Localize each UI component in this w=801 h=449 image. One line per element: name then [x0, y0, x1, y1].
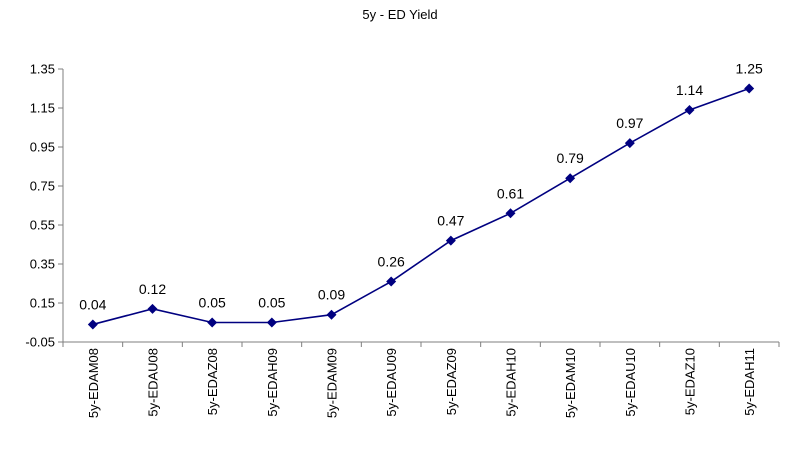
data-label: 0.97 [616, 115, 643, 131]
data-label: 0.47 [437, 213, 464, 229]
x-tick-label: 5y-EDAH11 [742, 348, 757, 416]
data-point-marker [684, 104, 695, 115]
x-tick-label: 5y-EDAU09 [384, 348, 399, 417]
data-point-marker [445, 235, 456, 246]
data-point-marker [326, 309, 337, 320]
data-label: 1.25 [736, 61, 763, 77]
y-tick-label: 1.35 [30, 62, 55, 77]
x-tick-label: 5y-EDAM08 [86, 348, 101, 418]
data-point-marker [386, 276, 397, 287]
data-label: 0.04 [79, 296, 106, 312]
data-point-marker [147, 303, 158, 314]
data-point-marker [266, 317, 277, 328]
data-label: 0.05 [199, 295, 226, 311]
data-label: 0.79 [557, 150, 584, 166]
data-point-marker [565, 173, 576, 184]
data-label: 0.05 [258, 295, 285, 311]
y-tick-label: 0.35 [30, 257, 55, 272]
x-tick-label: 5y-EDAU08 [146, 348, 161, 417]
data-point-marker [87, 319, 98, 330]
data-labels: 0.04 0.12 0.05 0.05 0.09 0.26 0.47 0.61 0.79 0.97… [79, 61, 763, 313]
x-tick-label: 5y-EDAZ09 [444, 348, 459, 415]
x-axis: 5y-EDAM08 5y-EDAU08 5y-EDAZ08 5y-EDAH09 5y-E… [62, 341, 780, 418]
chart-title: 5y - ED Yield [362, 7, 437, 22]
y-tick-label: 0.75 [30, 179, 55, 194]
data-point-marker [744, 83, 755, 94]
y-tick-label: 1.15 [30, 101, 55, 116]
x-tick-label: 5y-EDAH10 [504, 348, 519, 417]
series-line-group [87, 83, 755, 330]
data-label: 0.61 [497, 185, 524, 201]
x-tick-label: 5y-EDAH09 [265, 348, 280, 417]
data-label: 0.09 [318, 287, 345, 303]
x-tick-label: 5y-EDAZ08 [205, 348, 220, 415]
data-label: 1.14 [676, 82, 703, 98]
series-line [92, 87, 750, 326]
y-tick-label: 0.55 [30, 218, 55, 233]
y-tick-label: 0.95 [30, 140, 55, 155]
data-label: 0.12 [139, 281, 166, 297]
x-tick-label: 5y-EDAZ10 [683, 348, 698, 415]
x-tick-label: 5y-EDAM10 [563, 348, 578, 418]
data-label: 0.26 [378, 254, 405, 270]
y-axis: -0.05 0.15 0.35 0.55 0.75 0.95 1.15 1.35 [25, 62, 64, 350]
data-point-marker [624, 138, 635, 149]
x-tick-label: 5y-EDAU10 [623, 348, 638, 417]
y-tick-label: 0.15 [30, 296, 55, 311]
y-tick-label: -0.05 [25, 335, 55, 350]
data-point-marker [505, 208, 516, 219]
data-point-marker [207, 317, 218, 328]
x-tick-label: 5y-EDAM09 [325, 348, 340, 418]
